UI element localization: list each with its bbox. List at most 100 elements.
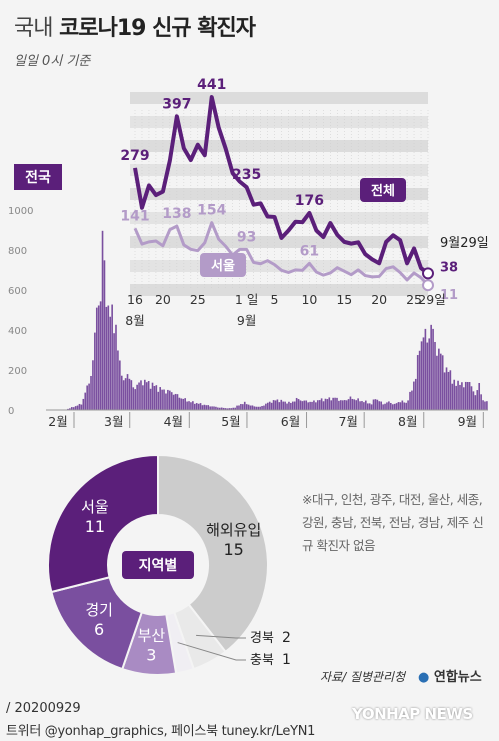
data-label: 154 (197, 203, 226, 219)
daily-case-bar (403, 402, 406, 410)
daily-case-bar (209, 406, 211, 410)
daily-case-bar (430, 324, 432, 410)
daily-case-bar (345, 400, 348, 410)
daily-case-bar (109, 316, 112, 410)
daily-case-bar (99, 301, 102, 410)
daily-case-bar (405, 402, 407, 410)
daily-case-bar (213, 406, 215, 410)
series-line-total (133, 95, 430, 275)
daily-case-bar (461, 382, 463, 410)
daily-case-bar (424, 328, 427, 410)
daily-case-bar (255, 406, 258, 410)
grid-band (130, 92, 428, 104)
daily-case-bar (74, 406, 77, 410)
daily-case-bar (265, 403, 267, 410)
daily-case-bar (226, 408, 229, 410)
daily-case-bar (232, 407, 235, 410)
nationwide-bar-chart: 전국 1000 800 600 400 200 0 2월 3월 4월 5월 6월 7월 8월 9월 (8, 164, 488, 429)
x-tick-label: 25 (406, 292, 422, 307)
daily-case-bar (84, 392, 87, 410)
daily-case-bar (291, 401, 294, 410)
x-tick-label: 16 (127, 292, 143, 307)
daily-case-bar (349, 396, 352, 410)
title-main: 코로나19 신규 확진자 (59, 16, 256, 41)
daily-case-bar (343, 400, 346, 410)
daily-case-bar (103, 260, 106, 410)
yonhap-logo-text: 연합뉴스 (433, 670, 482, 685)
daily-case-bar (130, 380, 133, 410)
yonhap-logo: ● 연합뉴스 (418, 666, 482, 685)
month-label: 4월 (164, 414, 183, 429)
month-label: 7월 (338, 414, 357, 429)
daily-case-bar (178, 397, 181, 410)
daily-case-bar (372, 399, 375, 410)
daily-case-bar (197, 403, 200, 410)
slice-value: 6 (94, 620, 104, 639)
daily-case-bar (326, 399, 329, 410)
daily-case-bar (113, 333, 115, 410)
daily-case-bar (422, 337, 425, 410)
daily-case-bar (92, 360, 94, 410)
data-label: 397 (162, 96, 191, 112)
daily-case-bar (182, 398, 185, 410)
daily-case-bar (476, 390, 479, 410)
daily-case-bar (351, 398, 354, 410)
daily-case-bar (97, 305, 100, 410)
end-date-label: 9월29일 (440, 236, 489, 251)
legend-seoul (200, 253, 246, 277)
daily-case-bar (101, 230, 104, 410)
daily-case-bar (147, 381, 150, 410)
daily-case-bar (303, 400, 306, 410)
daily-case-bar (418, 350, 421, 410)
daily-case-bar (257, 406, 260, 410)
daily-case-bar (305, 400, 308, 410)
daily-case-bar (207, 405, 210, 410)
data-label: 441 (197, 77, 226, 93)
daily-case-bar (217, 407, 219, 410)
data-label: 279 (120, 148, 149, 164)
daily-case-bar (134, 389, 137, 410)
daily-case-bar (391, 404, 394, 410)
daily-case-bar (286, 403, 288, 410)
daily-case-bar (199, 403, 202, 410)
daily-case-bar (274, 400, 277, 410)
daily-case-bar (280, 399, 283, 410)
slice-value: 11 (85, 517, 105, 536)
daily-case-bar (445, 367, 448, 410)
daily-case-bar (119, 360, 121, 410)
daily-case-bar (155, 385, 158, 410)
nationwide-badge-label: 전국 (25, 169, 51, 186)
data-label: 38 (440, 260, 458, 275)
daily-case-bar (270, 402, 273, 410)
daily-case-bar (463, 387, 465, 410)
daily-case-bar (480, 394, 482, 410)
daily-case-bar (145, 382, 148, 410)
daily-case-bar (144, 379, 146, 410)
daily-case-bar (401, 400, 404, 410)
y-tick-label: 800 (8, 246, 27, 257)
watermark: YONHAP NEWS (352, 705, 473, 723)
daily-case-bar (224, 408, 227, 410)
slice-value: 15 (223, 540, 243, 559)
daily-case-bar (267, 402, 269, 410)
daily-case-bar (420, 341, 423, 410)
daily-case-bar (203, 404, 206, 410)
daily-case-bar (478, 383, 481, 410)
nationwide-badge (14, 164, 62, 190)
daily-case-bar (238, 405, 240, 410)
daily-case-bar (230, 408, 233, 410)
daily-case-bar (249, 405, 252, 410)
daily-case-bar (447, 371, 450, 410)
daily-case-bar (320, 398, 323, 410)
month-label: 6월 (281, 414, 300, 429)
daily-case-bar (455, 385, 457, 410)
daily-case-bar (124, 378, 127, 410)
daily-case-bar (353, 399, 356, 410)
daily-case-bar (316, 400, 319, 410)
x-tick-label: 20 (371, 292, 387, 307)
daily-case-bar (470, 386, 473, 410)
daily-case-bar (228, 408, 231, 410)
daily-case-bar (211, 406, 213, 410)
daily-case-bar (261, 405, 263, 410)
